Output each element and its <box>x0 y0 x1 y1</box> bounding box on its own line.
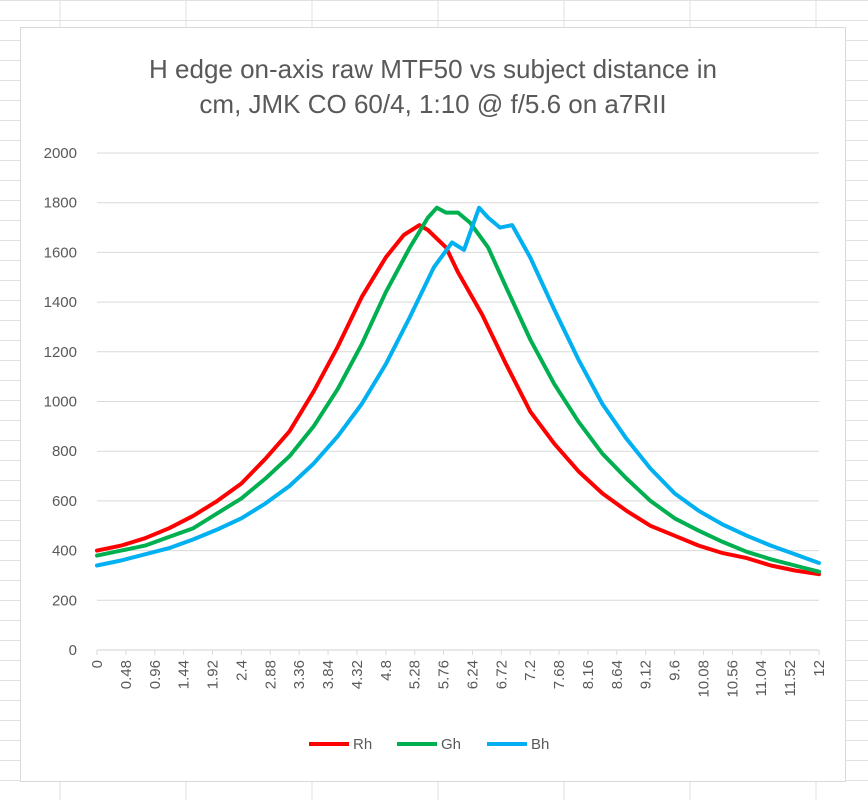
y-tick-label: 600 <box>52 493 77 510</box>
x-tick-label: 10.08 <box>695 660 712 698</box>
x-tick-label: 2.88 <box>262 660 279 689</box>
line-chart: H edge on-axis raw MTF50 vs subject dist… <box>44 54 828 753</box>
x-tick-label: 2.4 <box>233 660 250 681</box>
x-tick-label: 6.72 <box>493 660 510 689</box>
chart-area[interactable]: H edge on-axis raw MTF50 vs subject dist… <box>20 27 846 782</box>
chart-title-line-1: H edge on-axis raw MTF50 vs subject dist… <box>149 54 717 84</box>
y-tick-label: 1800 <box>44 195 77 212</box>
x-tick-label: 9.12 <box>638 660 655 689</box>
series-lines <box>95 205 821 577</box>
y-tick-label: 1000 <box>44 394 77 411</box>
x-tick-label: 11.52 <box>782 660 799 696</box>
x-tick-label: 1.44 <box>176 660 193 689</box>
x-tick-label: 5.76 <box>436 660 453 689</box>
x-tick-label: 4.32 <box>349 660 366 689</box>
y-tick-label: 400 <box>52 543 77 560</box>
x-tick-label: 6.24 <box>464 660 481 689</box>
x-tick-label: 7.68 <box>551 660 568 689</box>
x-tick-label: 5.28 <box>407 660 424 689</box>
chart-title-line-2: cm, JMK CO 60/4, 1:10 @ f/5.6 on a7RII <box>199 89 666 119</box>
legend[interactable]: Rh Gh Bh <box>309 736 549 753</box>
x-tick-label: 9.6 <box>667 660 684 681</box>
series-line-gh[interactable] <box>95 205 821 574</box>
x-tick-label: 3.84 <box>320 660 337 689</box>
y-tick-label: 0 <box>69 642 77 659</box>
x-axis-ticks: 0 0.48 0.96 1.44 1.92 2.4 2.88 3.36 3.84 4.32 4.8 5… <box>89 650 828 698</box>
x-tick-label: 0.96 <box>147 660 164 689</box>
legend-label-rh[interactable]: Rh <box>353 736 372 753</box>
y-tick-label: 800 <box>52 443 77 460</box>
x-tick-label: 0.48 <box>118 660 135 689</box>
y-tick-label: 1200 <box>44 344 77 361</box>
x-tick-label: 10.56 <box>724 660 741 698</box>
x-tick-label: 7.2 <box>522 660 539 681</box>
x-tick-label: 11.04 <box>753 660 770 696</box>
y-tick-label: 1600 <box>44 244 77 261</box>
gridlines <box>97 152 819 601</box>
x-tick-label: 0 <box>89 660 106 668</box>
x-tick-label: 1.92 <box>205 660 222 689</box>
legend-label-bh[interactable]: Bh <box>531 736 549 753</box>
x-tick-label: 12 <box>811 660 828 677</box>
x-tick-label: 8.16 <box>580 660 597 689</box>
series-line-bh[interactable] <box>95 205 821 568</box>
x-tick-label: 3.36 <box>291 660 308 689</box>
y-tick-label: 1400 <box>44 294 77 311</box>
legend-label-gh[interactable]: Gh <box>441 736 461 753</box>
y-axis-ticks: 0 200 400 600 800 1000 1200 1400 1600 1800 2000 <box>44 145 77 659</box>
x-tick-label: 8.64 <box>609 660 626 689</box>
y-tick-label: 2000 <box>44 145 77 162</box>
x-tick-label: 4.8 <box>378 660 395 681</box>
y-tick-label: 200 <box>52 592 77 609</box>
